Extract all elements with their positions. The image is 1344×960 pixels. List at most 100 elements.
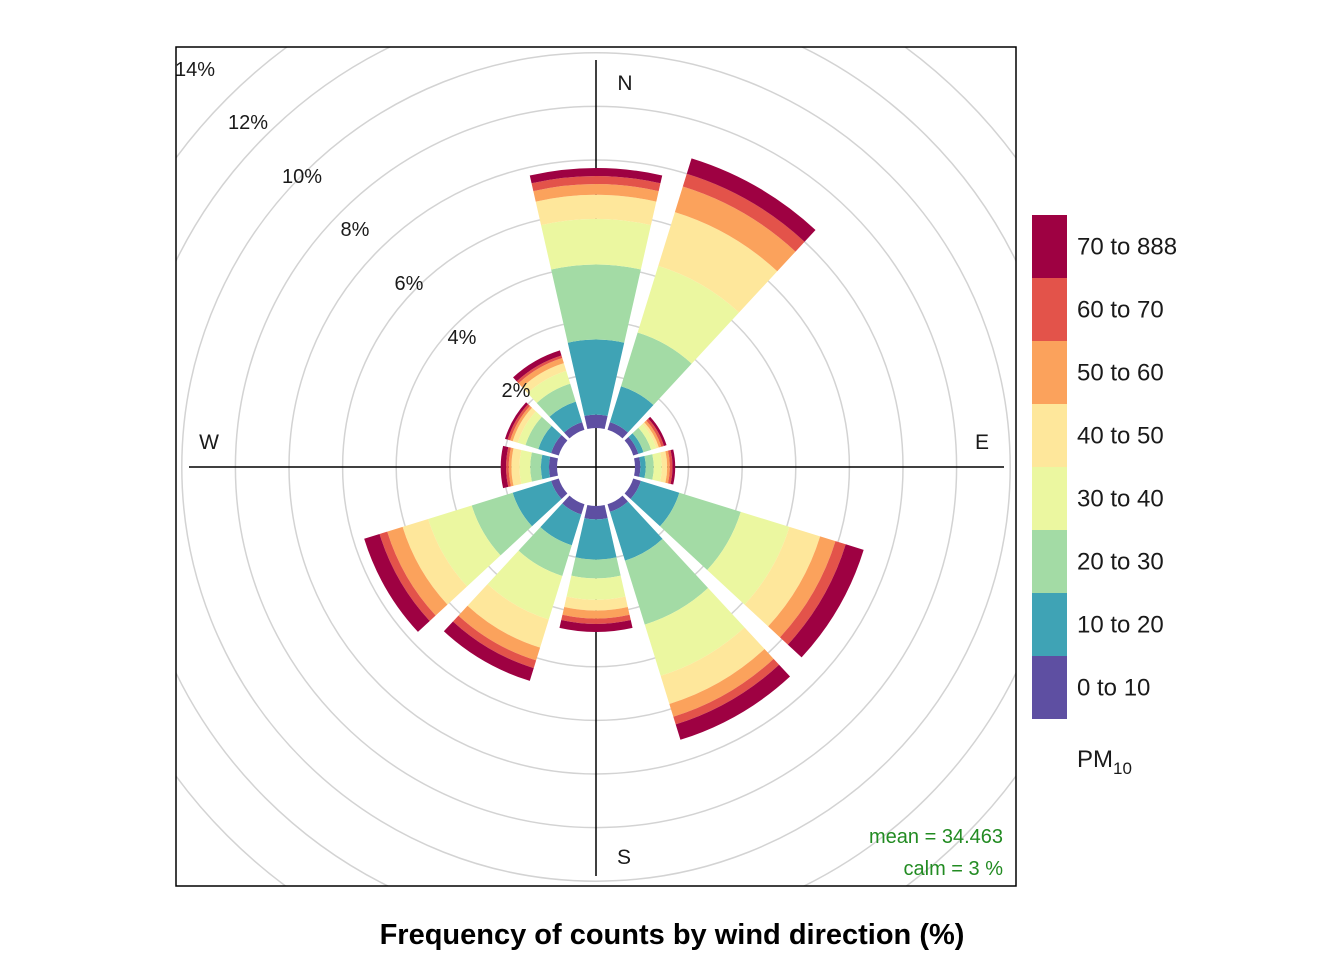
sector-90 [634,449,676,485]
bar-segment-300-bin-3 [517,411,542,446]
legend-label: 0 to 10 [1077,675,1150,702]
bar-segment-210-bin-5 [458,605,541,661]
radial-tick-label: 6% [395,273,424,295]
bar-segment-0-bin-3 [541,218,651,270]
sector-300 [504,402,568,456]
bar-segment-30-bin-0 [607,422,628,439]
bar-segment-90-bin-4 [660,451,668,483]
bar-segment-90-bin-0 [634,457,641,477]
sector-30 [607,158,816,439]
bar-segment-180-bin-4 [564,596,628,611]
sector-60 [624,416,667,456]
bar-segment-60-bin-3 [638,424,657,450]
sector-150 [607,495,791,740]
mean-stat: mean = 34.463 [869,826,1003,848]
radial-tick-label: 14% [175,59,215,81]
legend-swatch [1032,593,1067,656]
bar-segment-30-bin-6 [682,173,805,252]
calm-stat: calm = 3 % [904,858,1004,880]
radial-tick-labels: 2% 4% 6% 8% 10% 12% 14% [175,59,531,402]
legend-label: 60 to 70 [1077,297,1164,324]
legend-label: 10 to 20 [1077,612,1164,639]
bar-segment-300-bin-5 [510,405,532,442]
radial-tick-label: 4% [448,327,477,349]
bar-segment-210-bin-2 [518,527,572,576]
sector-330 [513,350,585,439]
bar-segment-0-bin-2 [551,264,641,343]
bar-segment-180-bin-1 [575,518,617,560]
direction-label-S: S [617,846,631,869]
bar-segment-30-bin-7 [686,158,816,242]
bar-segment-270-bin-1 [540,454,551,480]
bar-segment-300-bin-2 [525,416,552,450]
bar-segment-330-bin-1 [549,401,583,433]
legend-title: PM10 [1077,746,1132,778]
bar-segment-270-bin-0 [548,456,558,478]
legend-label: 30 to 40 [1077,486,1164,513]
direction-labels: N E S W [199,72,989,869]
bar-segment-180-bin-3 [566,575,626,600]
legend-label: 20 to 30 [1077,549,1164,576]
bar-segment-0-bin-4 [535,194,657,226]
bar-segment-270-bin-4 [511,448,522,486]
bar-segment-270-bin-2 [530,452,543,482]
sector-0 [529,168,663,429]
legend-label: 40 to 50 [1077,423,1164,450]
bar-segment-240-bin-3 [428,505,501,587]
radial-tick-label: 2% [502,380,531,402]
bar-segment-30-bin-5 [674,186,796,272]
bar-segment-90-bin-2 [644,454,654,480]
bar-segment-150-bin-3 [644,588,745,676]
bar-segment-120-bin-0 [624,478,641,499]
bar-segment-240-bin-0 [551,478,568,499]
sector-120 [624,478,864,658]
bar-segment-180-bin-7 [559,620,633,632]
bar-segment-180-bin-2 [571,557,621,579]
bar-segment-330-bin-0 [564,422,585,439]
plot-frame [175,46,1017,887]
bar-segment-30-bin-3 [637,265,740,364]
bar-segment-120-bin-2 [660,492,741,570]
bar-segment-270-bin-6 [506,447,511,487]
bar-segment-210-bin-1 [540,503,582,546]
bar-segment-150-bin-4 [660,627,765,704]
sector-240 [364,478,568,632]
legend-label: 70 to 888 [1077,234,1177,261]
bar-segment-120-bin-5 [768,536,836,638]
bar-segment-0-bin-0 [584,414,608,429]
wind-sectors [364,158,864,740]
bar-segment-330-bin-4 [522,363,567,394]
bar-segment-270-bin-3 [519,450,532,484]
bar-segment-30-bin-1 [609,386,654,433]
bar-segment-60-bin-1 [628,433,644,454]
legend-swatch [1032,215,1067,278]
bar-segment-210-bin-6 [452,615,537,669]
bar-segment-240-bin-2 [471,492,532,556]
legend-swatch [1032,341,1067,404]
bar-segment-0-bin-7 [529,168,663,184]
bar-segment-240-bin-7 [364,534,430,632]
bar-segment-150-bin-7 [675,664,791,740]
legend-swatch [1032,467,1067,530]
bar-segment-60-bin-7 [648,416,667,446]
bar-segment-330-bin-6 [516,355,563,384]
bar-segment-150-bin-5 [669,648,774,717]
chart-title: Frequency of counts by wind direction (%… [380,919,965,951]
bar-segment-210-bin-7 [443,621,534,681]
legend-label: 50 to 60 [1077,360,1164,387]
sector-180 [559,505,633,632]
bar-segment-240-bin-5 [387,526,448,616]
bar-segment-300-bin-6 [507,404,531,441]
bar-segment-60-bin-0 [624,436,639,456]
bar-segment-0-bin-6 [531,176,661,192]
bar-segment-240-bin-6 [379,531,436,621]
bar-segment-120-bin-7 [787,544,864,658]
bar-segment-120-bin-3 [707,511,790,605]
radial-tick-label: 10% [282,166,322,188]
bar-segment-90-bin-6 [668,450,673,484]
radial-tick-label: 12% [228,112,268,134]
bar-segment-240-bin-1 [512,480,562,527]
bar-segment-60-bin-4 [642,422,659,449]
grid-circle-14 [181,52,1011,882]
bar-segment-210-bin-0 [562,495,585,515]
